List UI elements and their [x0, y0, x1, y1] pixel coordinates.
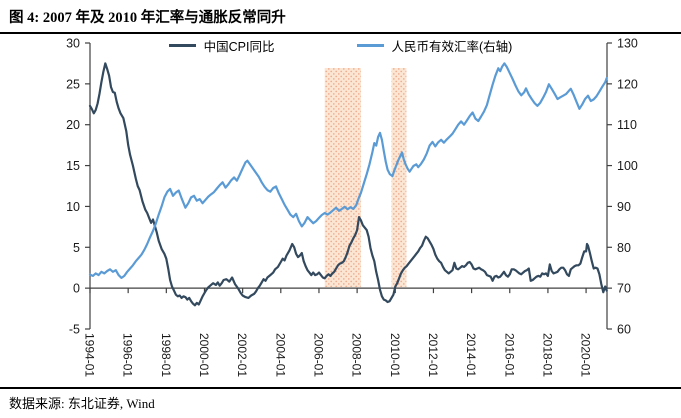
x-axis-tick-label: 2014-01 — [464, 333, 478, 377]
legend-label-reer: 人民币有效汇率(右轴) — [391, 40, 513, 54]
right-axis-tick-label: 110 — [617, 118, 637, 132]
x-axis-tick-label: 2000-01 — [197, 333, 211, 377]
x-axis-tick-label: 2008-01 — [350, 333, 364, 377]
right-axis-tick-label: 60 — [617, 323, 631, 337]
x-axis-tick-label: 1998-01 — [159, 333, 173, 377]
x-axis-tick-label: 2012-01 — [426, 333, 440, 377]
figure-title: 图 4: 2007 年及 2010 年汇率与通胀反常同升 — [0, 0, 681, 34]
left-axis-tick-label: 10 — [66, 200, 80, 214]
x-axis-tick-label: 2010-01 — [388, 333, 402, 377]
x-axis-tick-label: 2006-01 — [311, 333, 325, 377]
left-axis-tick-label: 20 — [66, 118, 80, 132]
highlight-band — [324, 68, 361, 288]
x-axis-tick-label: 2004-01 — [273, 333, 287, 377]
data-source-note: 数据来源: 东北证券, Wind — [0, 387, 681, 418]
right-axis-tick-label: 120 — [617, 77, 638, 91]
right-axis-tick-label: 100 — [617, 159, 638, 173]
x-axis-tick-label: 2020-01 — [579, 333, 593, 377]
x-axis-tick-label: 1996-01 — [121, 333, 135, 377]
left-axis-tick-label: -5 — [69, 323, 80, 337]
left-axis-tick-label: 30 — [66, 37, 80, 51]
chart-legend: 中国CPI同比 人民币有效汇率(右轴) — [0, 36, 681, 55]
right-axis-tick-label: 90 — [617, 200, 631, 214]
x-axis-tick-label: 1994-01 — [83, 333, 97, 377]
legend-item-cpi: 中国CPI同比 — [168, 36, 275, 55]
left-axis-tick-label: 5 — [73, 241, 80, 255]
right-axis-tick-label: 70 — [617, 282, 631, 296]
highlight-band — [391, 68, 407, 288]
right-axis-tick-label: 80 — [617, 241, 631, 255]
x-axis-tick-label: 2002-01 — [235, 333, 249, 377]
legend-item-reer: 人民币有效汇率(右轴) — [356, 36, 513, 55]
left-axis-tick-label: 15 — [66, 159, 80, 173]
cpi-series-line — [88, 62, 608, 307]
reer-line-swatch-icon — [356, 44, 384, 47]
legend-label-cpi: 中国CPI同比 — [203, 40, 275, 54]
left-axis-tick-label: 0 — [73, 282, 80, 296]
left-axis-tick-label: 25 — [66, 77, 80, 91]
x-axis-tick-label: 2016-01 — [502, 333, 516, 377]
cpi-line-swatch-icon — [168, 44, 196, 47]
right-axis-tick-label: 130 — [617, 37, 638, 51]
reer-series-line — [88, 62, 608, 279]
x-axis-tick-label: 2018-01 — [540, 333, 554, 377]
